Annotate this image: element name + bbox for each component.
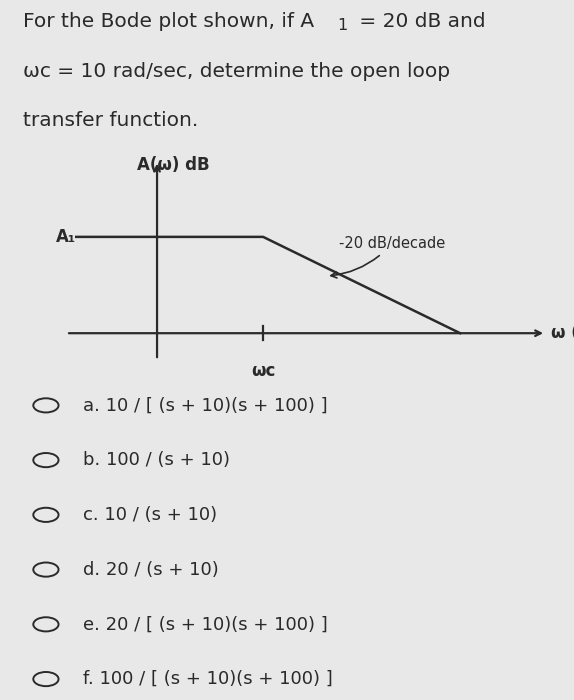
Text: For the Bode plot shown, if A: For the Bode plot shown, if A xyxy=(23,13,314,32)
Text: d. 20 / (s + 10): d. 20 / (s + 10) xyxy=(83,561,219,579)
Text: ωᴄ = 10 rad/sec, determine the open loop: ωᴄ = 10 rad/sec, determine the open loop xyxy=(23,62,450,80)
Text: e. 20 / [ (s + 10)(s + 100) ]: e. 20 / [ (s + 10)(s + 100) ] xyxy=(83,615,328,634)
Text: A₁: A₁ xyxy=(56,228,76,246)
Text: f. 100 / [ (s + 10)(s + 100) ]: f. 100 / [ (s + 10)(s + 100) ] xyxy=(83,670,333,688)
Text: b. 100 / (s + 10): b. 100 / (s + 10) xyxy=(83,451,230,469)
Text: c. 10 / (s + 10): c. 10 / (s + 10) xyxy=(83,506,218,524)
Text: a. 10 / [ (s + 10)(s + 100) ]: a. 10 / [ (s + 10)(s + 100) ] xyxy=(83,396,328,414)
Text: -20 dB/decade: -20 dB/decade xyxy=(331,236,445,278)
Text: A(ω) dB: A(ω) dB xyxy=(137,156,210,174)
Text: ω (rad/sec): ω (rad/sec) xyxy=(551,324,574,342)
Text: 1: 1 xyxy=(338,18,348,33)
Text: = 20 dB and: = 20 dB and xyxy=(353,13,486,32)
Text: transfer function.: transfer function. xyxy=(23,111,198,130)
Text: ωc: ωc xyxy=(251,363,276,380)
